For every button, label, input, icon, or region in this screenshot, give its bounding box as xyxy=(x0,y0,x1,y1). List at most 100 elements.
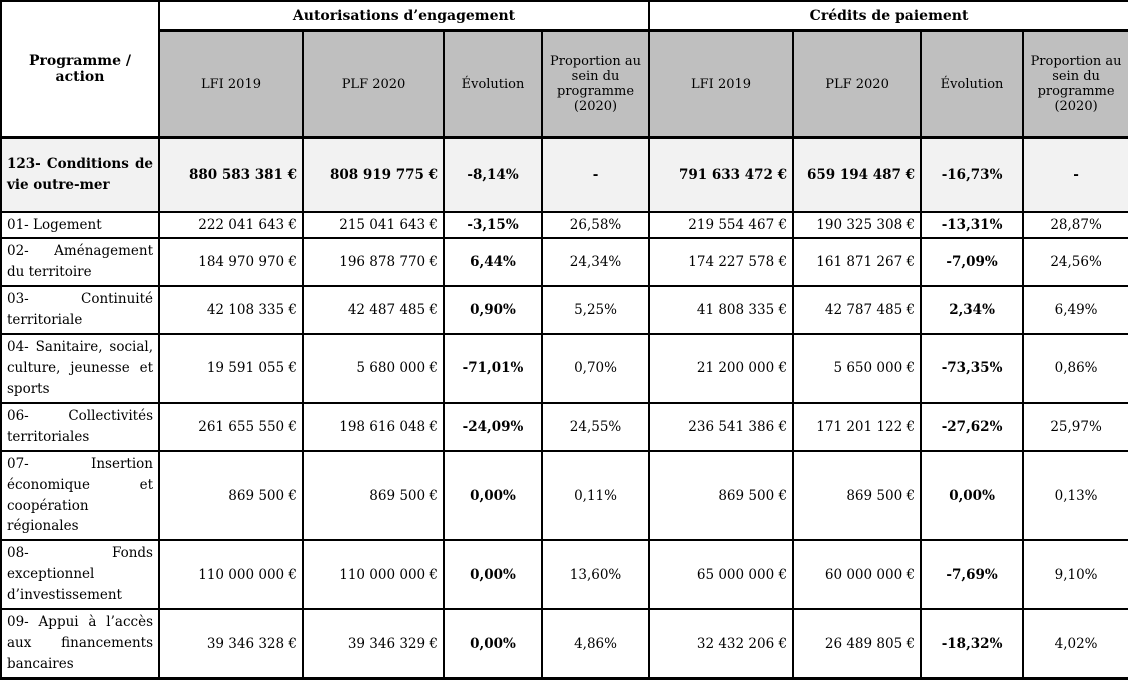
ae-plf-value: 42 487 485 € xyxy=(302,285,445,336)
cp-plf-value: 659 194 487 € xyxy=(792,136,923,213)
cp-evolution-value: 0,00% xyxy=(920,449,1025,542)
col-header-ae-evolution: Évolution xyxy=(443,29,543,139)
cp-lfi-value: 219 554 467 € xyxy=(648,210,795,240)
corner-header-programme-action: Programme / action xyxy=(0,0,160,139)
cp-lfi-value: 32 432 206 € xyxy=(648,608,795,680)
ae-evolution-value: -8,14% xyxy=(443,136,543,213)
col-header-ae-proportion: Proportion au sein du programme (2020) xyxy=(540,29,651,139)
cp-proportion-value: 6,49% xyxy=(1022,285,1128,336)
ae-plf-value: 869 500 € xyxy=(302,449,445,542)
group-header-credits-paiement: Crédits de paiement xyxy=(648,0,1128,32)
ae-evolution-value: -24,09% xyxy=(443,401,543,452)
cp-evolution-value: -13,31% xyxy=(920,210,1025,240)
ae-lfi-value: 110 000 000 € xyxy=(158,539,304,611)
ae-evolution-value: 6,44% xyxy=(443,237,543,288)
col-header-ae-plf-2020: PLF 2020 xyxy=(302,29,445,139)
table-row-09: 09- Appui à l’accès aux financements ban… xyxy=(0,608,1128,680)
cp-evolution-value: -7,09% xyxy=(920,237,1025,288)
ae-plf-value: 196 878 770 € xyxy=(302,237,445,288)
cp-evolution-value: 2,34% xyxy=(920,285,1025,336)
ae-proportion-value: 4,86% xyxy=(540,608,651,680)
row-label: 04- Sanitaire, social, culture, jeunesse… xyxy=(0,333,160,404)
table-row-04: 04- Sanitaire, social, culture, jeunesse… xyxy=(0,333,1128,404)
cp-proportion-value: 28,87% xyxy=(1022,210,1128,240)
row-label: 07- Insertion économique et coopération … xyxy=(0,449,160,542)
cp-evolution-value: -7,69% xyxy=(920,539,1025,611)
ae-lfi-value: 222 041 643 € xyxy=(158,210,304,240)
ae-plf-value: 5 680 000 € xyxy=(302,333,445,404)
ae-lfi-value: 880 583 381 € xyxy=(158,136,304,213)
col-header-cp-evolution: Évolution xyxy=(920,29,1025,139)
cp-lfi-value: 236 541 386 € xyxy=(648,401,795,452)
table-row-02: 02- Aménagement du territoire 184 970 97… xyxy=(0,237,1128,288)
ae-lfi-value: 19 591 055 € xyxy=(158,333,304,404)
cp-lfi-value: 791 633 472 € xyxy=(648,136,795,213)
cp-plf-value: 5 650 000 € xyxy=(792,333,923,404)
ae-evolution-value: -71,01% xyxy=(443,333,543,404)
row-label: 09- Appui à l’accès aux financements ban… xyxy=(0,608,160,680)
ae-plf-value: 198 616 048 € xyxy=(302,401,445,452)
ae-plf-value: 39 346 329 € xyxy=(302,608,445,680)
cp-lfi-value: 869 500 € xyxy=(648,449,795,542)
ae-lfi-value: 869 500 € xyxy=(158,449,304,542)
group-header-row: Programme / action Autorisations d’engag… xyxy=(0,0,1128,139)
row-label: 08- Fonds exceptionnel d’investissement xyxy=(0,539,160,611)
group-header-autorisations-engagement: Autorisations d’engagement xyxy=(157,0,651,32)
ae-proportion-value: 0,70% xyxy=(540,333,651,404)
cp-plf-value: 171 201 122 € xyxy=(792,401,923,452)
cp-proportion-value: 0,13% xyxy=(1022,449,1128,542)
ae-plf-value: 808 919 775 € xyxy=(302,136,445,213)
cp-proportion-value: 24,56% xyxy=(1022,237,1128,288)
row-label: 02- Aménagement du territoire xyxy=(0,237,160,288)
cp-plf-value: 60 000 000 € xyxy=(792,539,923,611)
cp-evolution-value: -18,32% xyxy=(920,608,1025,680)
table-row-07: 07- Insertion économique et coopération … xyxy=(0,449,1128,542)
ae-evolution-value: -3,15% xyxy=(443,210,543,240)
row-label: 03- Continuité territoriale xyxy=(0,285,160,336)
cp-evolution-value: -16,73% xyxy=(920,136,1025,213)
ae-proportion-value: 13,60% xyxy=(540,539,651,611)
cp-proportion-value: 0,86% xyxy=(1022,333,1128,404)
cp-evolution-value: -27,62% xyxy=(920,401,1025,452)
table-row-06: 06- Collectivités territoriales 261 655 … xyxy=(0,401,1128,452)
cp-plf-value: 26 489 805 € xyxy=(792,608,923,680)
table-row-01: 01- Logement 222 041 643 € 215 041 643 €… xyxy=(0,210,1128,240)
cp-proportion-value: 25,97% xyxy=(1022,401,1128,452)
ae-evolution-value: 0,90% xyxy=(443,285,543,336)
ae-evolution-value: 0,00% xyxy=(443,449,543,542)
ae-proportion-value: - xyxy=(540,136,651,213)
col-header-cp-plf-2020: PLF 2020 xyxy=(792,29,923,139)
cp-plf-value: 869 500 € xyxy=(792,449,923,542)
cp-plf-value: 42 787 485 € xyxy=(792,285,923,336)
ae-evolution-value: 0,00% xyxy=(443,539,543,611)
ae-lfi-value: 184 970 970 € xyxy=(158,237,304,288)
cp-plf-value: 161 871 267 € xyxy=(792,237,923,288)
col-header-cp-lfi-2019: LFI 2019 xyxy=(648,29,795,139)
table-row-03: 03- Continuité territoriale 42 108 335 €… xyxy=(0,285,1128,336)
cp-proportion-value: - xyxy=(1022,136,1128,213)
cp-evolution-value: -73,35% xyxy=(920,333,1025,404)
ae-lfi-value: 39 346 328 € xyxy=(158,608,304,680)
ae-proportion-value: 24,55% xyxy=(540,401,651,452)
ae-evolution-value: 0,00% xyxy=(443,608,543,680)
ae-lfi-value: 261 655 550 € xyxy=(158,401,304,452)
cp-lfi-value: 41 808 335 € xyxy=(648,285,795,336)
col-header-ae-lfi-2019: LFI 2019 xyxy=(158,29,304,139)
ae-plf-value: 215 041 643 € xyxy=(302,210,445,240)
table-row-total-123: 123- Conditions de vie outre-mer 880 583… xyxy=(0,136,1128,213)
ae-plf-value: 110 000 000 € xyxy=(302,539,445,611)
ae-lfi-value: 42 108 335 € xyxy=(158,285,304,336)
table-row-08: 08- Fonds exceptionnel d’investissement … xyxy=(0,539,1128,611)
col-header-cp-proportion: Proportion au sein du programme (2020) xyxy=(1022,29,1128,139)
ae-proportion-value: 5,25% xyxy=(540,285,651,336)
table-header: Programme / action Autorisations d’engag… xyxy=(0,0,1128,139)
cp-lfi-value: 65 000 000 € xyxy=(648,539,795,611)
row-label: 06- Collectivités territoriales xyxy=(0,401,160,452)
cp-proportion-value: 9,10% xyxy=(1022,539,1128,611)
ae-proportion-value: 0,11% xyxy=(540,449,651,542)
cp-proportion-value: 4,02% xyxy=(1022,608,1128,680)
row-label: 123- Conditions de vie outre-mer xyxy=(0,136,160,213)
ae-proportion-value: 26,58% xyxy=(540,210,651,240)
cp-lfi-value: 21 200 000 € xyxy=(648,333,795,404)
